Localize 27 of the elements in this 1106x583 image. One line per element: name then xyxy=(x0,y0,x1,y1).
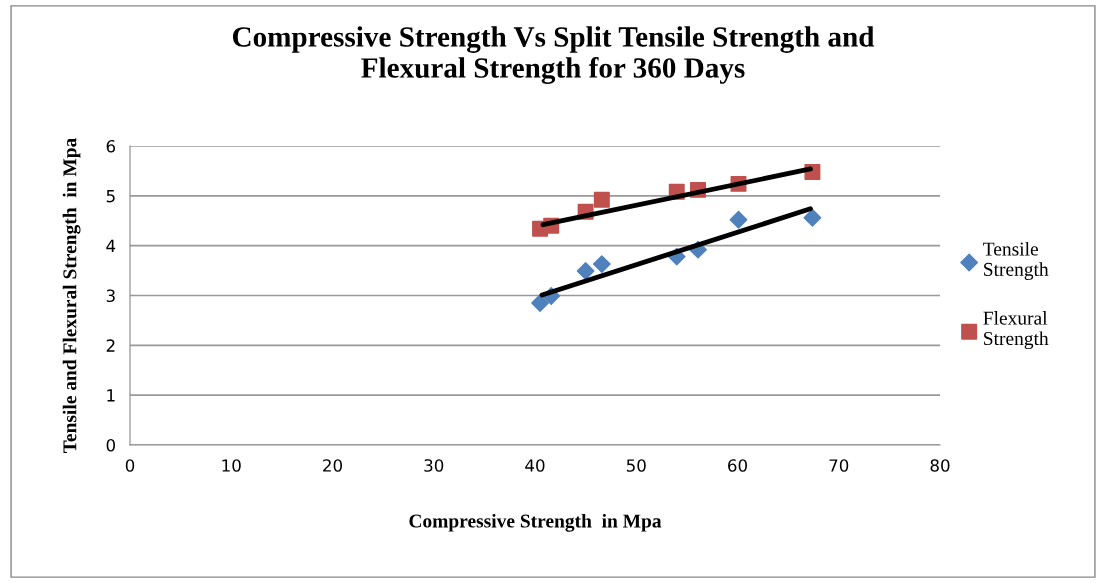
x-axis-title: Compressive Strength in Mpa xyxy=(409,513,662,532)
point xyxy=(803,208,822,227)
x-tick-label: 60 xyxy=(728,459,747,472)
point xyxy=(592,255,611,274)
chart-title: Compressive Strength Vs Split Tensile Strength and Flexural Strength for 360 Days xyxy=(232,26,875,84)
x-tick-label: 10 xyxy=(222,459,241,472)
x-tick-label: 20 xyxy=(323,459,342,472)
x-tick-label: 80 xyxy=(930,459,950,472)
x-tick-label: 50 xyxy=(626,459,646,472)
y-tick-label: 4 xyxy=(106,239,116,252)
point xyxy=(576,262,595,280)
point xyxy=(593,191,610,208)
y-tick-label: 6 xyxy=(106,139,116,153)
legend-label: Tensile Strength xyxy=(983,241,1049,280)
y-axis-title: Tensile and Flexural Strength in Mpa xyxy=(62,138,81,453)
x-tick-label: 40 xyxy=(525,459,545,472)
y-tick-label: 3 xyxy=(106,289,115,303)
point xyxy=(729,210,748,229)
y-tick-label: 1 xyxy=(107,389,115,402)
y-tick-label: 2 xyxy=(106,339,115,352)
y-tick-label: 5 xyxy=(106,190,115,203)
point xyxy=(531,294,549,312)
x-tick-label: 70 xyxy=(829,459,849,472)
y-tick-label: 0 xyxy=(106,438,115,452)
x-tick-label: 30 xyxy=(424,459,444,472)
legend-label: Flexural Strength xyxy=(983,311,1049,350)
x-tick-label: 0 xyxy=(125,459,135,472)
